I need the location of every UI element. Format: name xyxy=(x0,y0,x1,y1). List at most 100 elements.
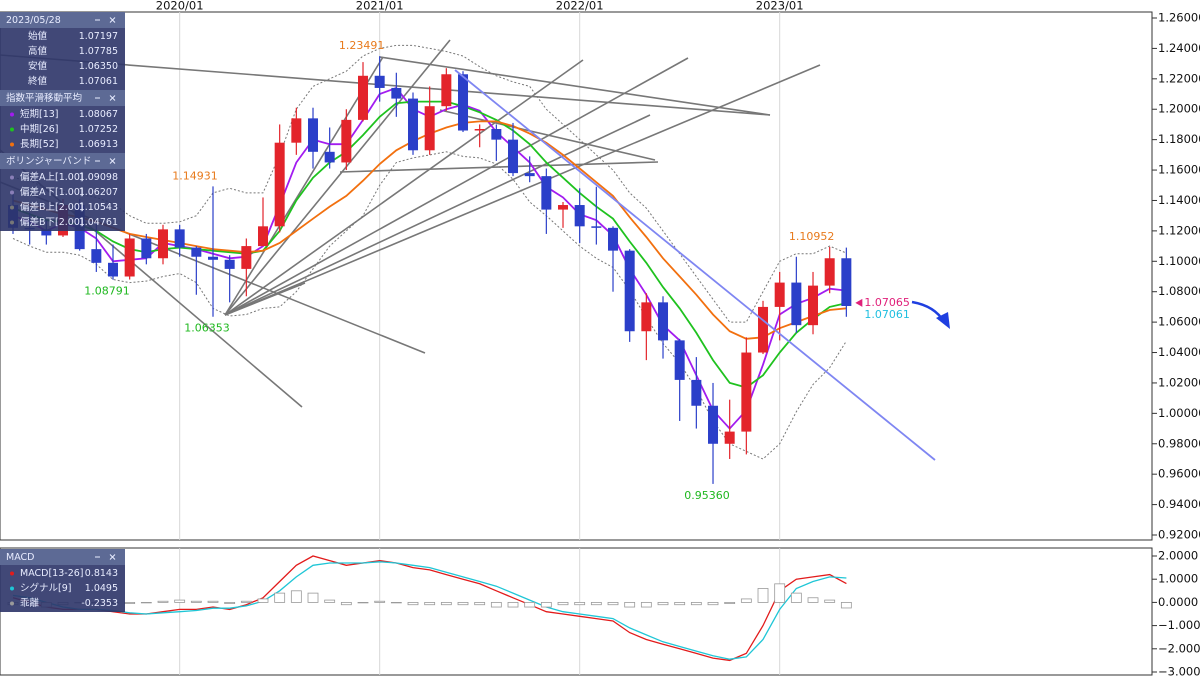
candle-body xyxy=(124,238,135,277)
y-tick-label: 1.0000 xyxy=(1158,572,1198,586)
histogram-bar xyxy=(174,599,186,603)
x-tick-label: 2021/01 xyxy=(356,0,404,13)
panel-row-label: 偏差B上[2.00] xyxy=(20,201,84,213)
price-annotation: 0.95360 xyxy=(684,489,730,502)
panel-title-bar xyxy=(0,153,125,169)
close-button[interactable] xyxy=(109,95,116,101)
fan-line xyxy=(224,57,689,316)
price-annotation: 1.07061 xyxy=(864,308,910,321)
candle-body xyxy=(141,238,152,259)
panel-body xyxy=(0,28,125,90)
histogram-bar xyxy=(724,602,736,604)
info-panels[interactable]: 2023/05/28 始値 1.07197 高値 1.07785 安値 1.06350 終値 1… xyxy=(0,12,125,612)
histogram-bar xyxy=(774,583,786,603)
panel-title: ボリンジャーバンド xyxy=(6,156,91,167)
panel-row-value: 1.07061 xyxy=(79,76,118,87)
panel-row-value: 1.06913 xyxy=(79,139,118,150)
histogram-bar xyxy=(474,602,486,606)
trend-line xyxy=(379,56,771,116)
candle-body xyxy=(741,352,752,432)
panel-row-value: 1.06350 xyxy=(79,61,118,72)
histogram-bar xyxy=(540,602,552,608)
histogram-bar xyxy=(207,600,219,603)
histogram-bar xyxy=(574,602,586,606)
y-tick-label: 1.26000 xyxy=(1158,11,1200,25)
candle-body xyxy=(458,74,469,131)
histogram-bar xyxy=(607,602,619,606)
candle-body xyxy=(208,256,219,260)
candle-body xyxy=(291,118,302,143)
histogram-bar xyxy=(590,602,602,606)
panel-row-label: 終値 xyxy=(28,75,48,87)
panel-row-label: 乖離 xyxy=(20,597,40,609)
histogram-bar xyxy=(340,602,352,606)
histogram-bar xyxy=(707,602,719,606)
candle-body xyxy=(558,205,569,210)
histogram-bar xyxy=(807,597,819,603)
price-annotation: 1.23491 xyxy=(339,39,385,52)
y-tick-label: 1.20000 xyxy=(1158,102,1200,116)
blue-trend-line xyxy=(454,69,936,461)
candle-body xyxy=(658,302,669,341)
panel-row-label: 偏差A下[1.00] xyxy=(20,186,84,198)
legend-marker xyxy=(10,142,14,147)
x-tick-label: 2022/01 xyxy=(556,0,604,13)
price-annotation: 1.07065 xyxy=(864,296,910,309)
histogram-bar xyxy=(457,602,469,606)
panel-body xyxy=(0,565,125,612)
panel-title-bar xyxy=(0,90,125,106)
legend-marker xyxy=(10,175,14,180)
panel-row-value: 1.04761 xyxy=(79,217,118,228)
histogram-bar xyxy=(840,602,852,609)
histogram-bar xyxy=(357,602,369,604)
fan-line xyxy=(224,114,651,316)
price-annotation: 1.10952 xyxy=(789,230,835,243)
candle-body xyxy=(724,431,735,444)
candle-body xyxy=(391,87,402,99)
candle-body xyxy=(524,173,535,177)
panel-row-label: 中期[26] xyxy=(20,123,59,135)
close-button[interactable] xyxy=(109,554,116,560)
histogram-bar xyxy=(374,600,386,603)
panel-row-label: 始値 xyxy=(28,30,48,42)
histogram-bar xyxy=(257,598,269,603)
trend-line xyxy=(439,109,656,161)
fan-line xyxy=(224,282,306,316)
candle-body xyxy=(274,142,285,227)
panel-row-value: 1.09098 xyxy=(79,172,118,183)
histogram-bar xyxy=(190,600,202,603)
price-annotation: 1.08791 xyxy=(84,285,130,298)
candle-body xyxy=(341,119,352,163)
candle-body xyxy=(674,340,685,380)
histogram-bar xyxy=(274,592,286,603)
y-tick-label: 2.0000 xyxy=(1158,549,1198,563)
macd-line xyxy=(12,561,847,660)
candle-body xyxy=(408,98,419,151)
panel-row-value: -0.2353 xyxy=(81,598,118,609)
candle-body xyxy=(591,226,602,228)
candle-body xyxy=(308,118,319,152)
panel-title: 指数平滑移動平均 xyxy=(6,92,82,104)
panel-row-label: 安値 xyxy=(28,60,48,72)
panel-row-label: 短期[13] xyxy=(20,108,59,120)
candle-body xyxy=(691,379,702,406)
y-tick-label: 1.18000 xyxy=(1158,132,1200,146)
panel-title: MACD xyxy=(6,552,34,563)
price-pointer xyxy=(855,298,863,307)
candle-body xyxy=(358,75,369,120)
fan-line xyxy=(224,39,451,316)
close-button[interactable] xyxy=(109,17,116,23)
candle-body xyxy=(424,106,435,151)
histogram-bar xyxy=(407,602,419,606)
histogram-bar xyxy=(140,602,152,604)
histogram-bar xyxy=(507,602,519,608)
panel-row-value: 1.07197 xyxy=(79,31,118,42)
close-button[interactable] xyxy=(109,158,116,164)
y-tick-label: −1.0000 xyxy=(1158,618,1200,632)
histogram-bar xyxy=(157,600,169,603)
trend-line xyxy=(0,54,771,116)
candle-body xyxy=(808,285,819,326)
